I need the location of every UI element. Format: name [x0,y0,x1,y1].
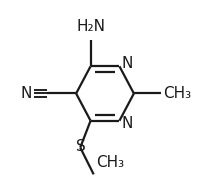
Text: CH₃: CH₃ [96,155,124,170]
Text: H₂N: H₂N [76,19,105,34]
Text: N: N [20,86,32,101]
Text: S: S [76,139,86,154]
Text: N: N [121,116,133,131]
Text: CH₃: CH₃ [163,86,191,101]
Text: N: N [121,56,133,71]
